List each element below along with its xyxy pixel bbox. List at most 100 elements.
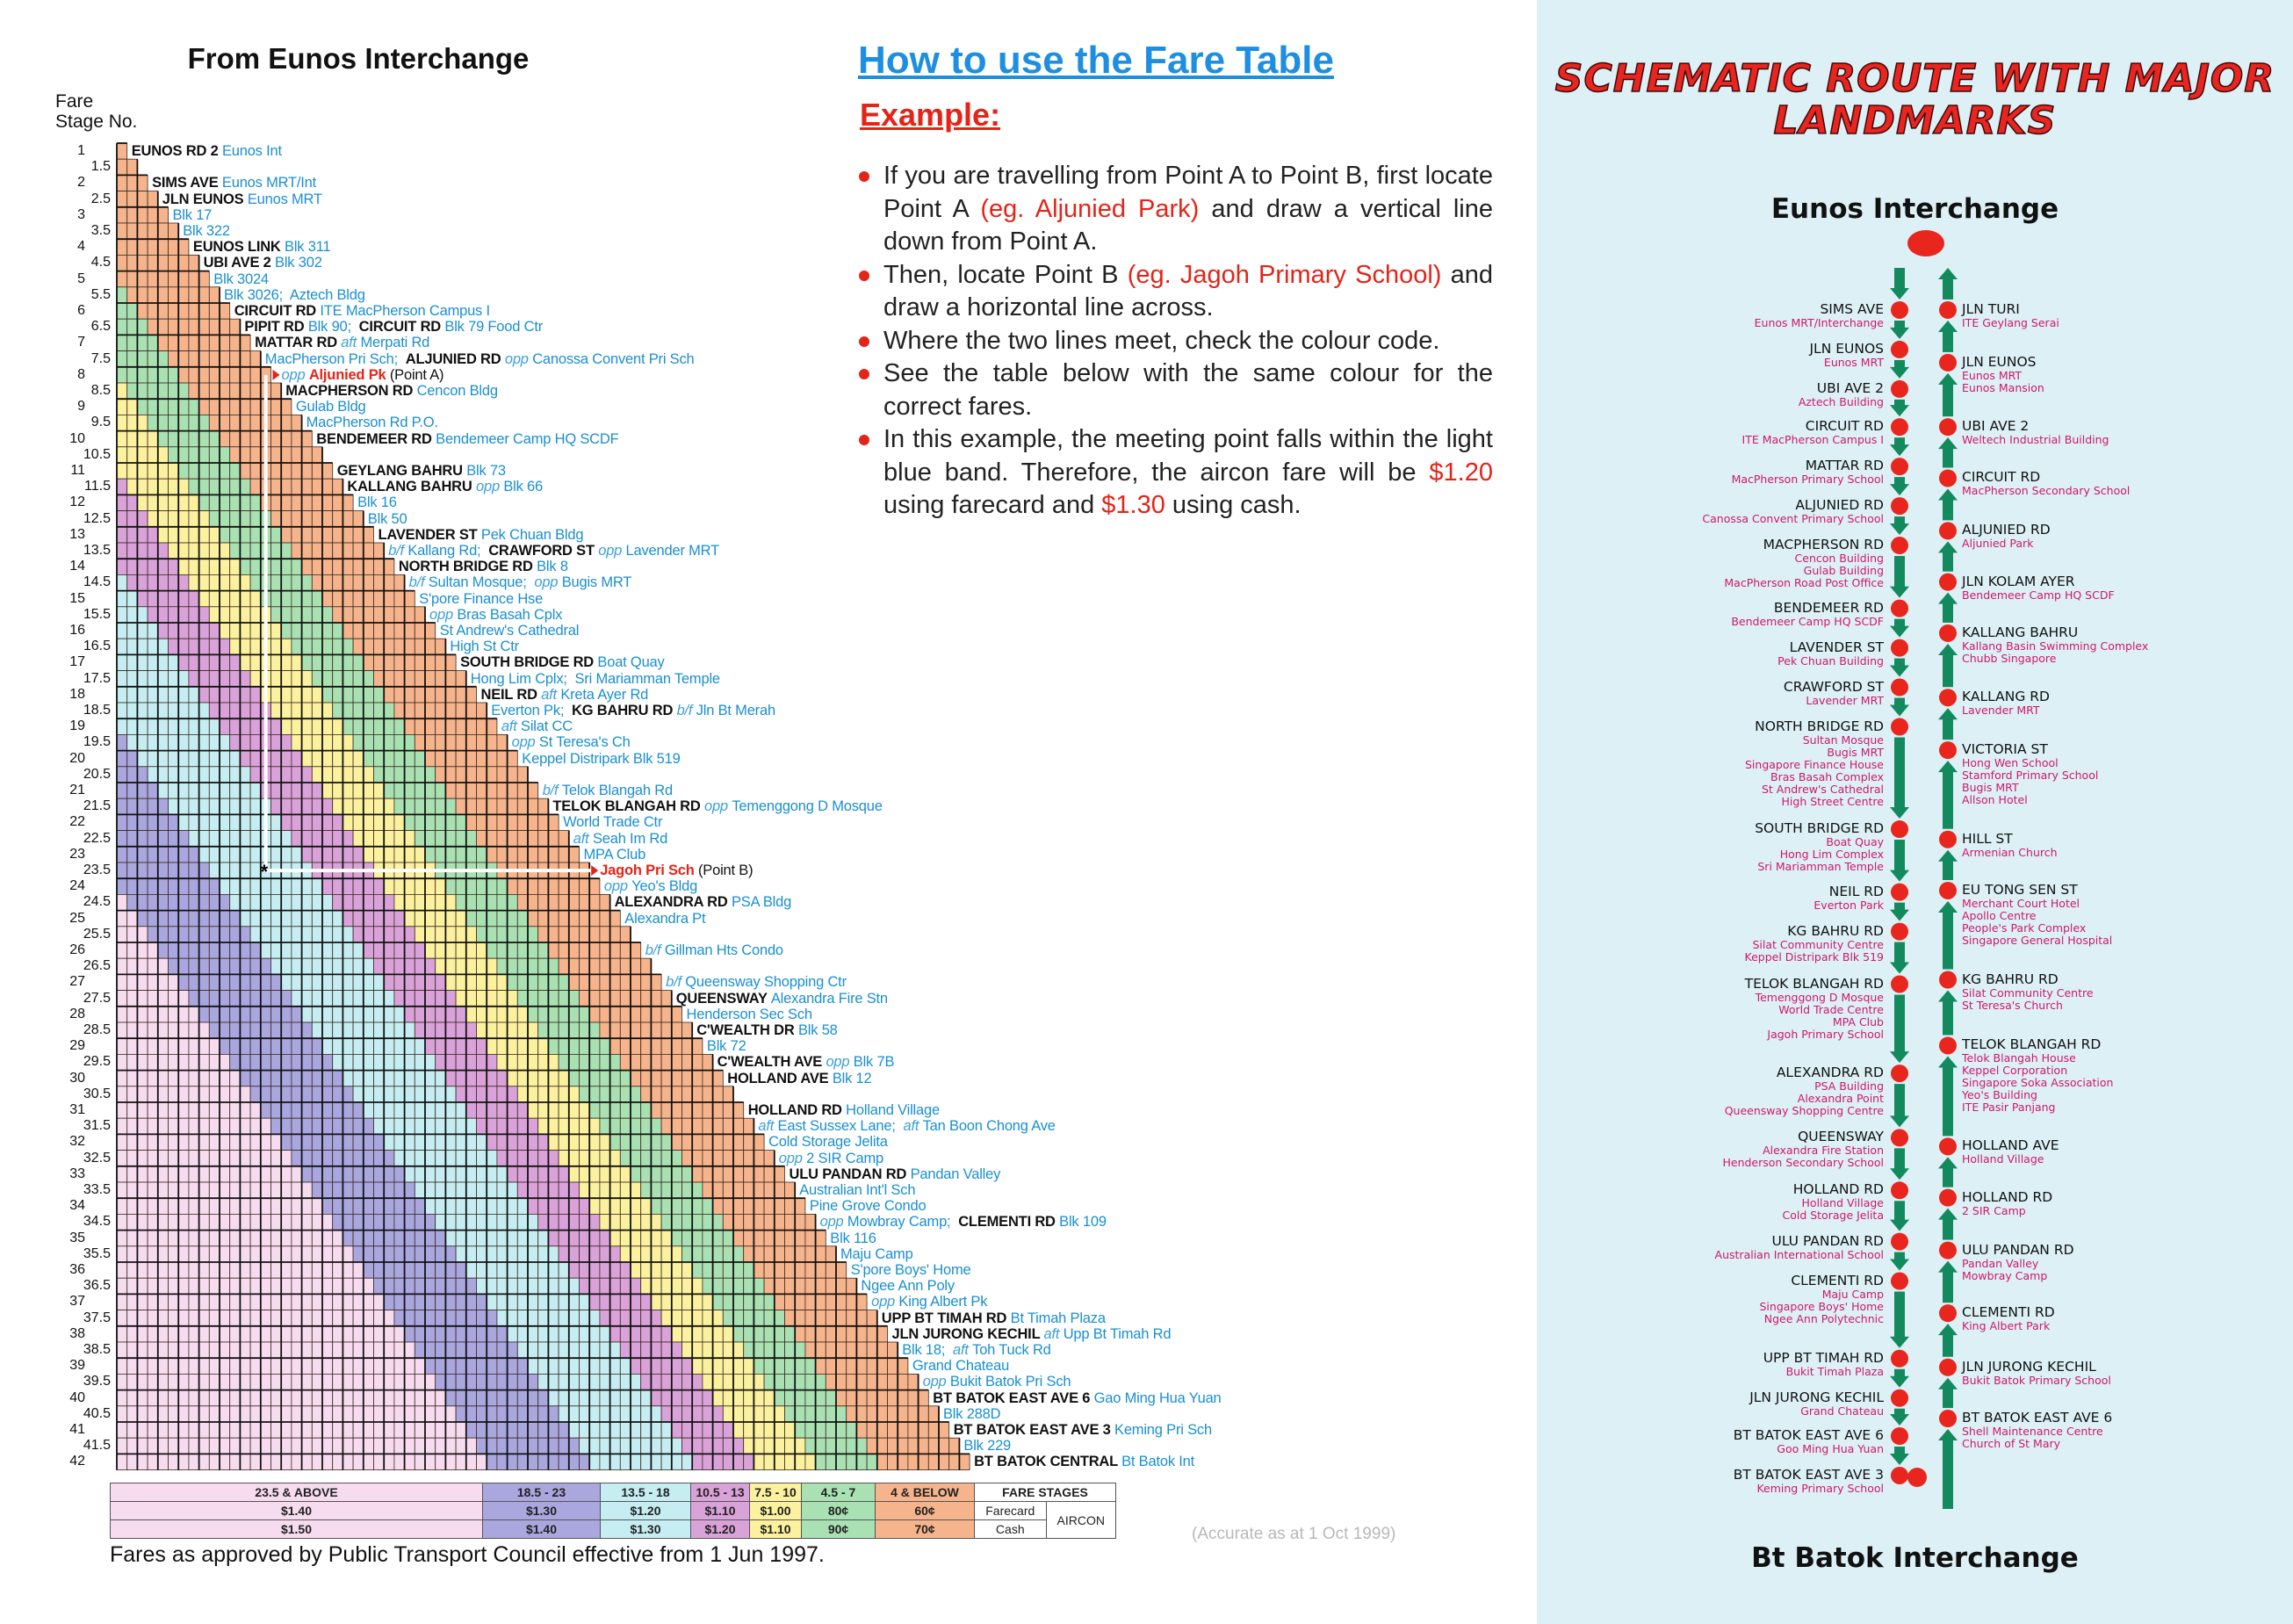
stop-label: Keppel Distripark Blk 519 — [522, 751, 680, 767]
fare-cell — [393, 1277, 405, 1295]
fare-cell — [588, 1070, 601, 1087]
fare-cell — [270, 1101, 282, 1119]
fare-cell — [311, 558, 323, 575]
fare-cell — [383, 1261, 395, 1279]
fare-cell — [342, 1245, 354, 1263]
fare-cell — [239, 638, 251, 655]
fare-cell — [229, 798, 241, 815]
fare-cell — [147, 1214, 159, 1231]
fare-cell — [373, 926, 385, 943]
fare-cell — [363, 1037, 374, 1055]
fare-cell — [516, 1181, 529, 1199]
fare-cell — [249, 1341, 262, 1359]
fare-cell — [558, 1405, 570, 1423]
fare-cell — [588, 1389, 601, 1407]
fare-cell — [157, 1166, 169, 1183]
fare-cell — [270, 1117, 282, 1135]
fare-cell — [599, 1054, 611, 1072]
landmark-text: Blk 12 — [832, 1070, 872, 1086]
fare-cell — [126, 670, 138, 688]
landmark: Weltech Industrial Building — [1962, 433, 2109, 447]
stage-number: 22.5 — [83, 830, 111, 846]
fare-cell — [558, 1197, 570, 1215]
fare-cell — [270, 1421, 282, 1439]
fare-cell — [496, 1357, 508, 1375]
fare-cell — [219, 1197, 231, 1215]
fare-cell — [342, 1421, 354, 1439]
fare-cell — [876, 1389, 888, 1407]
fare-cell — [373, 830, 385, 848]
bus-stop-dot — [1939, 971, 1957, 989]
fare-cell — [147, 494, 159, 512]
landmark-text: Pek Chuan Bldg — [480, 526, 584, 543]
fare-cell — [280, 1325, 292, 1343]
bus-stop-dot — [1891, 340, 1908, 358]
fare-cell — [342, 1166, 354, 1183]
fare-cell — [476, 1086, 487, 1103]
fare-cell — [321, 1277, 334, 1295]
fare-cell — [126, 606, 138, 624]
fare-cell — [640, 1341, 652, 1359]
fare-cell — [239, 1389, 251, 1407]
fare-cell — [177, 1374, 190, 1391]
fare-cell — [599, 1181, 611, 1199]
fare-cell — [208, 462, 220, 480]
fare-cell — [548, 1405, 559, 1423]
fare-cell — [229, 1341, 241, 1359]
fare-cell — [754, 1245, 765, 1263]
fare-cell — [383, 1294, 395, 1311]
fare-cell — [671, 1006, 682, 1023]
fare-cell — [352, 782, 364, 799]
fare-cell — [270, 414, 282, 431]
fare-cell — [363, 590, 374, 608]
fare-cell — [321, 910, 334, 927]
fare-cell — [321, 606, 334, 624]
fare-cell — [599, 957, 611, 975]
fare-cell — [651, 1086, 662, 1103]
fare-cell — [424, 798, 436, 815]
fare-cell — [794, 1214, 806, 1231]
fare-cell — [168, 446, 179, 464]
fare-cell — [229, 750, 241, 768]
stage-number: 11.5 — [84, 479, 111, 494]
fare-cell — [476, 1405, 487, 1423]
fare-cell — [177, 1277, 190, 1295]
start-terminal: Eunos Interchange — [1770, 193, 2059, 225]
fare-cell — [651, 1006, 662, 1023]
fare-cell — [876, 1421, 888, 1439]
fare-cell — [321, 542, 334, 559]
fare-cell — [249, 462, 262, 480]
fare-cell — [260, 1134, 271, 1151]
fare-cell — [157, 926, 169, 943]
fare-cell — [208, 1230, 220, 1247]
stop-name: ALJUNIED RD — [1962, 522, 2051, 538]
fare-cell — [168, 1245, 179, 1263]
down-arrow-icon — [1890, 1291, 1909, 1348]
fare-cell — [579, 1214, 590, 1231]
fare-cell — [619, 1181, 631, 1199]
fare-cell — [229, 1070, 241, 1087]
fare-cell — [147, 366, 159, 384]
fare-cell — [332, 606, 343, 624]
fare-cell — [599, 990, 611, 1007]
fare-cell — [116, 238, 128, 256]
fare-cell — [435, 1037, 446, 1055]
fare-cell — [291, 1166, 302, 1183]
fare-cell — [126, 366, 138, 384]
fare-cell — [496, 830, 508, 848]
fare-cell — [126, 1070, 138, 1087]
fare-cell — [147, 782, 159, 799]
fare-cell — [548, 1117, 559, 1135]
fare-cell — [568, 1214, 580, 1231]
fare-cell — [249, 1245, 262, 1263]
fare-cell — [558, 990, 570, 1007]
landmark: Ngee Ann Polytechnic — [1763, 1311, 1884, 1325]
fare-cell — [671, 1294, 682, 1311]
fare-cell — [311, 974, 323, 992]
fare-cell — [476, 894, 487, 912]
fare-cell — [784, 1405, 796, 1423]
stage-number: 19.5 — [83, 734, 111, 750]
fare-cell — [609, 1325, 621, 1343]
fare-cell — [651, 1389, 662, 1407]
fare-cell — [907, 1389, 919, 1407]
